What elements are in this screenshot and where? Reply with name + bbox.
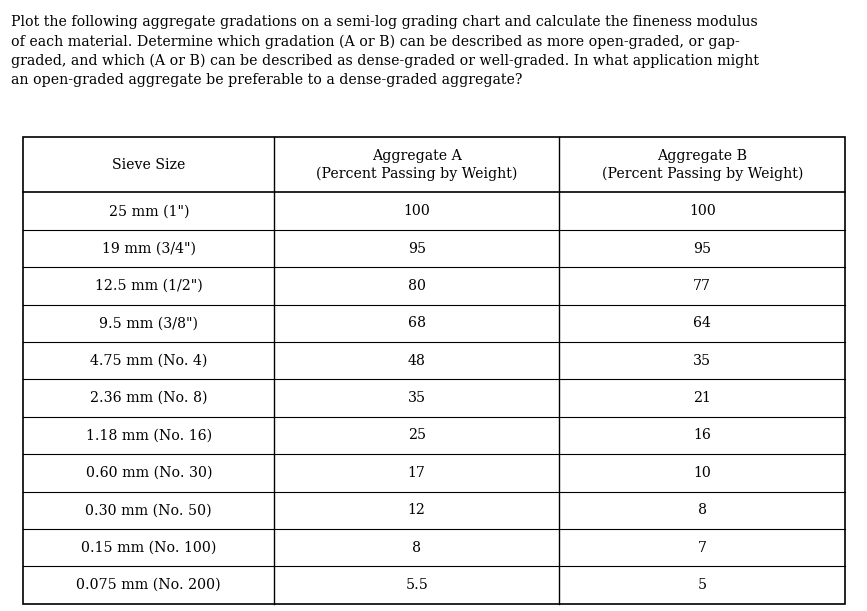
Text: 0.15 mm (No. 100): 0.15 mm (No. 100): [81, 541, 217, 555]
Text: 5.5: 5.5: [405, 578, 428, 592]
Text: 2.36 mm (No. 8): 2.36 mm (No. 8): [90, 391, 207, 405]
Text: 12: 12: [407, 503, 426, 518]
Text: 35: 35: [407, 391, 426, 405]
Text: 95: 95: [694, 241, 712, 255]
Text: Sieve Size: Sieve Size: [112, 158, 186, 172]
Text: 16: 16: [694, 428, 711, 442]
Text: 1.18 mm (No. 16): 1.18 mm (No. 16): [86, 428, 212, 442]
Text: 64: 64: [694, 316, 711, 331]
Text: 12.5 mm (1/2"): 12.5 mm (1/2"): [95, 279, 203, 293]
Text: 21: 21: [694, 391, 711, 405]
Text: 0.30 mm (No. 50): 0.30 mm (No. 50): [86, 503, 212, 518]
Text: 25 mm (1"): 25 mm (1"): [108, 204, 189, 218]
Text: 100: 100: [403, 204, 430, 218]
Text: 100: 100: [689, 204, 716, 218]
Text: 5: 5: [698, 578, 707, 592]
Text: 8: 8: [412, 541, 421, 555]
Text: 48: 48: [407, 354, 426, 368]
Text: 9.5 mm (3/8"): 9.5 mm (3/8"): [99, 316, 199, 331]
Text: Aggregate B
(Percent Passing by Weight): Aggregate B (Percent Passing by Weight): [602, 148, 803, 181]
Text: 0.075 mm (No. 200): 0.075 mm (No. 200): [76, 578, 221, 592]
Text: 77: 77: [694, 279, 711, 293]
Text: 8: 8: [698, 503, 707, 518]
Text: 19 mm (3/4"): 19 mm (3/4"): [101, 241, 196, 255]
Text: 17: 17: [407, 466, 426, 480]
Text: Plot the following aggregate gradations on a semi-log grading chart and calculat: Plot the following aggregate gradations …: [11, 15, 759, 87]
Text: 35: 35: [694, 354, 712, 368]
Text: 80: 80: [407, 279, 426, 293]
Text: Aggregate A
(Percent Passing by Weight): Aggregate A (Percent Passing by Weight): [316, 148, 518, 181]
Text: 10: 10: [694, 466, 711, 480]
Text: 95: 95: [407, 241, 426, 255]
Text: 4.75 mm (No. 4): 4.75 mm (No. 4): [90, 354, 207, 368]
Text: 25: 25: [407, 428, 426, 442]
Text: 7: 7: [698, 541, 707, 555]
Text: 0.60 mm (No. 30): 0.60 mm (No. 30): [86, 466, 212, 480]
Text: 68: 68: [407, 316, 426, 331]
